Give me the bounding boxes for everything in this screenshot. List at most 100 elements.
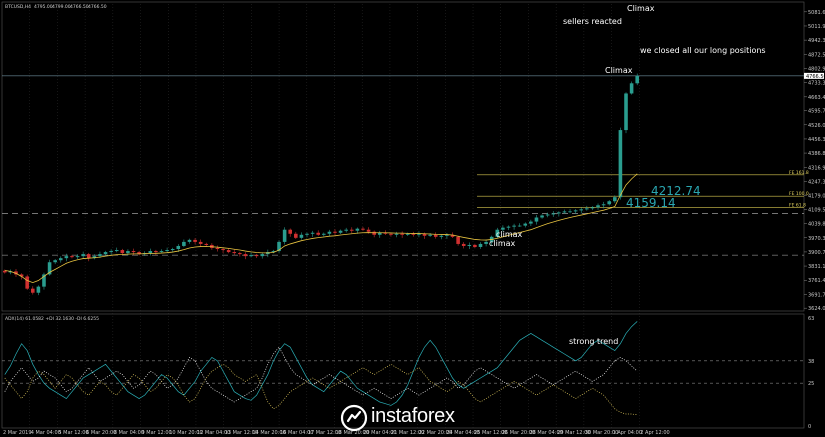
candle-body [47, 262, 52, 275]
price-tick-label: 4733.30 [808, 81, 825, 87]
horizontal-levels: 4766.50 FE 161.8 FE 100.0 FE 61.8 [2, 72, 825, 256]
candle-body [478, 243, 483, 247]
price-tick-label: 4456.35 [808, 137, 825, 143]
adx-tick-label: 63 [808, 316, 814, 322]
candle-body [557, 212, 561, 214]
candle-body [534, 217, 539, 222]
candle-body [607, 201, 612, 205]
candle-body [75, 256, 80, 258]
candle-body [254, 255, 259, 257]
price-tick-label: 3691.70 [808, 292, 825, 298]
candle-body [215, 248, 220, 250]
candle-body [98, 254, 102, 257]
annotation-sellers-reacted: sellers reacted [563, 17, 622, 26]
price-tick-label: 4942.30 [808, 38, 825, 44]
candle-body [405, 233, 410, 235]
price-tick-label: 4663.45 [808, 95, 825, 101]
candle-body [232, 252, 237, 254]
boxed-price-lower: 4159.14 [626, 196, 676, 210]
candle-body [473, 244, 477, 247]
candle-body [618, 130, 623, 198]
candle-body [260, 254, 265, 257]
candle-body [114, 250, 119, 252]
candle-body [226, 250, 231, 253]
candle-body [624, 93, 628, 131]
current-price-label: 4766.50 [806, 74, 825, 80]
annotation-climax-low-1: climax [496, 230, 523, 239]
adx-indicator: 63 38 25 0 [2, 316, 814, 430]
adx-line [4, 321, 638, 406]
candle-body [568, 211, 572, 213]
candle-body [551, 213, 556, 215]
candle-body [585, 208, 589, 210]
candle-body [501, 227, 505, 230]
header-open: 4795.00 [34, 4, 53, 10]
candle-body [30, 288, 35, 293]
candle-body [461, 243, 466, 246]
candle-body [182, 241, 186, 246]
chart-symbol-header: BTCUSD,H4 [5, 4, 31, 10]
candle-body [288, 229, 293, 234]
candle-body [629, 83, 634, 94]
candle-body [338, 230, 343, 233]
time-tick-label: 9 Mar 12:00 [142, 430, 172, 436]
candle-body [545, 214, 550, 216]
annotation-closed-long: we closed all our long positions [640, 46, 766, 55]
candle-body [294, 233, 298, 238]
candle-body [389, 233, 393, 235]
candle-body [361, 228, 365, 230]
candle-body [372, 231, 376, 235]
main-panel-frame [1, 1, 805, 312]
candle-body [243, 254, 248, 257]
price-tick-label: 3900.75 [808, 250, 825, 256]
candle-body [601, 204, 606, 206]
time-tick-label: 12 Mar 04:00 [197, 430, 230, 436]
time-tick-label: 25 Mar 12:00 [474, 430, 507, 436]
candle-body [445, 234, 449, 236]
price-tick-label: 4247.30 [808, 179, 825, 185]
candle-body [467, 244, 472, 246]
header-low: 4766.50 [70, 4, 89, 10]
candle-body [86, 254, 91, 259]
time-tick-label: 30 Mar 20:00 [585, 430, 618, 436]
price-tick-label: 3624.00 [808, 306, 825, 312]
candle-body [579, 209, 584, 211]
adx-tick-label: 25 [808, 381, 814, 387]
candle-body [428, 234, 432, 236]
price-tick-label: 4802.90 [808, 66, 825, 72]
candle-body [238, 253, 242, 255]
time-tick-label: 14 Mar 20:00 [252, 430, 285, 436]
candle-body [204, 243, 209, 245]
candle-body [523, 223, 528, 226]
candle-body [316, 232, 320, 235]
ema-line [4, 173, 638, 283]
time-tick-label: 10 Mar 20:00 [169, 430, 202, 436]
candle-body [137, 252, 141, 255]
price-tick-label: 5081.60 [808, 10, 825, 16]
candle-body [170, 249, 175, 251]
adx-tick-label: 38 [808, 359, 814, 365]
time-tick-label: 26 Mar 20:00 [502, 430, 535, 436]
candle-body [417, 233, 421, 235]
candle-body [58, 258, 63, 261]
candle-body [495, 229, 500, 237]
time-tick-label: 18 Mar 20:00 [336, 430, 369, 436]
header-close: 4766.50 [88, 4, 107, 10]
candle-body [159, 251, 164, 253]
candle-body [120, 250, 125, 254]
price-axis: 5081.60 5011.90 4942.30 4872.50 4802.90 4733.… [804, 10, 825, 312]
time-tick-label: 4 Mar 04:00 [31, 430, 61, 436]
price-tick-label: 4316.95 [808, 165, 825, 171]
candle-body [271, 251, 276, 253]
candle-body [613, 197, 617, 202]
time-tick-label: 16 Mar 04:00 [280, 430, 313, 436]
candle-body [131, 251, 136, 253]
price-tick-label: 4109.50 [808, 207, 825, 213]
fib-level-label: FE 161.8 [789, 170, 809, 176]
candle-body [433, 234, 438, 237]
candle-body [333, 231, 337, 233]
price-tick-label: 4039.80 [808, 222, 825, 228]
time-tick-label: 24 Mar 04:00 [446, 430, 479, 436]
candle-body [529, 221, 533, 224]
instaforex-logo-icon [340, 404, 368, 432]
